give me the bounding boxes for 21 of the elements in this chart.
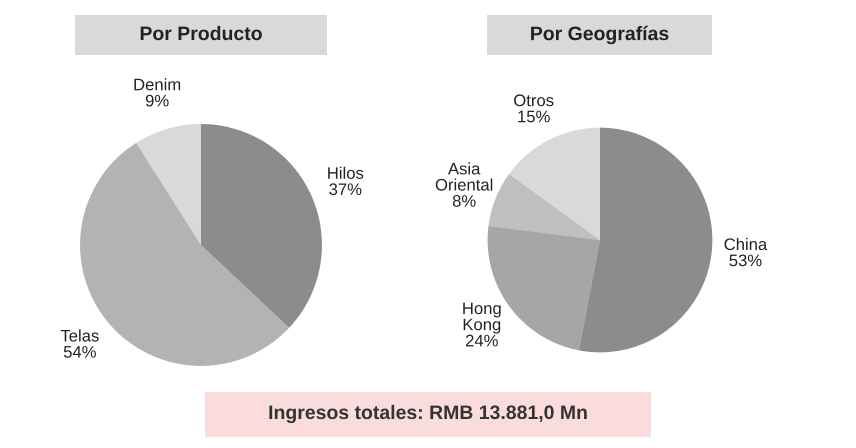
data-label: 37% xyxy=(329,183,362,196)
pie-slice xyxy=(578,128,712,352)
slice-label: Otros xyxy=(514,94,554,106)
text: Ingresos totales: RMB 13.881,0 Mn xyxy=(269,404,587,424)
data-label: 15% xyxy=(518,110,550,122)
slice-label: Hong Kong xyxy=(463,302,501,334)
data-label: 9% xyxy=(146,94,169,107)
slice-label: Asia Oriental xyxy=(436,162,492,191)
chart-title: Por Geografías xyxy=(531,26,668,44)
data-label: 54% xyxy=(64,346,96,358)
chart-title: Por Producto xyxy=(140,26,262,40)
data-label: 53% xyxy=(729,254,762,266)
pie-slice xyxy=(201,124,322,328)
slice-label: Denim xyxy=(134,78,180,90)
slice-label: Hilos xyxy=(328,166,364,179)
data-label: 24% xyxy=(466,334,498,346)
slice-label: China xyxy=(724,238,768,250)
pie-slice xyxy=(136,124,201,245)
slice-label: Telas xyxy=(60,329,99,342)
pie-slice xyxy=(509,128,600,240)
data-label: 8% xyxy=(452,195,476,207)
